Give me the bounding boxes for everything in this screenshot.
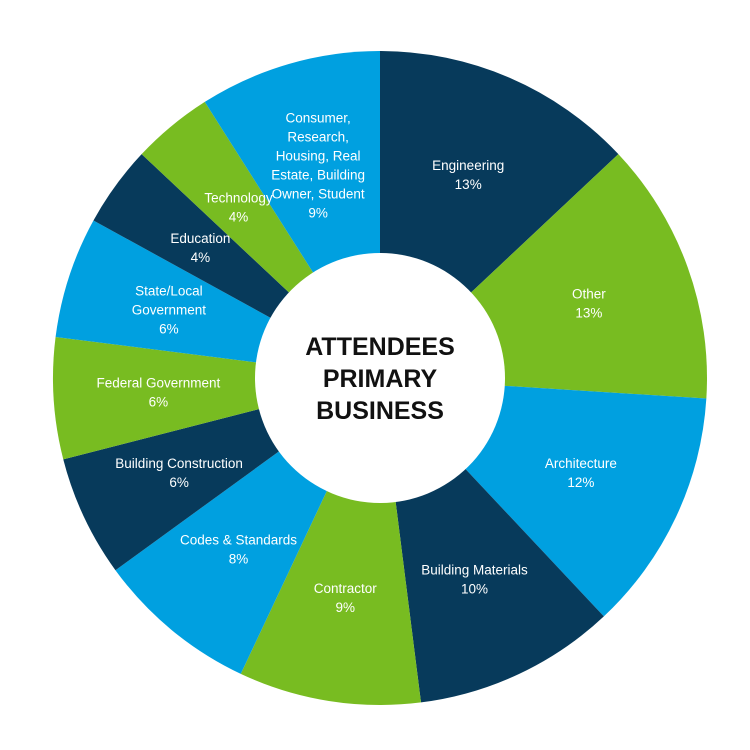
slice-label-other: Other 13% xyxy=(572,286,606,320)
slice-label-building-construction: Building Construction 6% xyxy=(115,456,243,490)
slice-label-technology: Technology 4% xyxy=(204,190,273,224)
slice-labels: Engineering 13% Other 13% Architecture 12% Bui… xyxy=(96,110,617,615)
slice-label-federal-government: Federal Government 6% xyxy=(96,375,220,409)
donut-hole xyxy=(255,253,505,503)
slice-label-architecture: Architecture 12% xyxy=(545,456,617,490)
slice-label-education: Education 4% xyxy=(170,231,230,265)
slice-label-engineering: Engineering 13% xyxy=(432,158,504,192)
slice-label-contractor: Contractor 9% xyxy=(314,581,378,615)
slice-label-state-local-government: State/Local Government 6% xyxy=(132,283,207,336)
slice-label-consumer-research-housing-real-estate-building-owner-student: Consumer, Research, Housing, Real Estate, B… xyxy=(271,110,365,220)
slice-federal-government xyxy=(53,337,380,460)
chart-title: ATTENDEES PRIMARY BUSINESS xyxy=(305,333,455,425)
slice-label-codes-standards: Codes & Standards 8% xyxy=(180,533,297,567)
slice-label-building-materials: Building Materials 10% xyxy=(421,562,528,596)
